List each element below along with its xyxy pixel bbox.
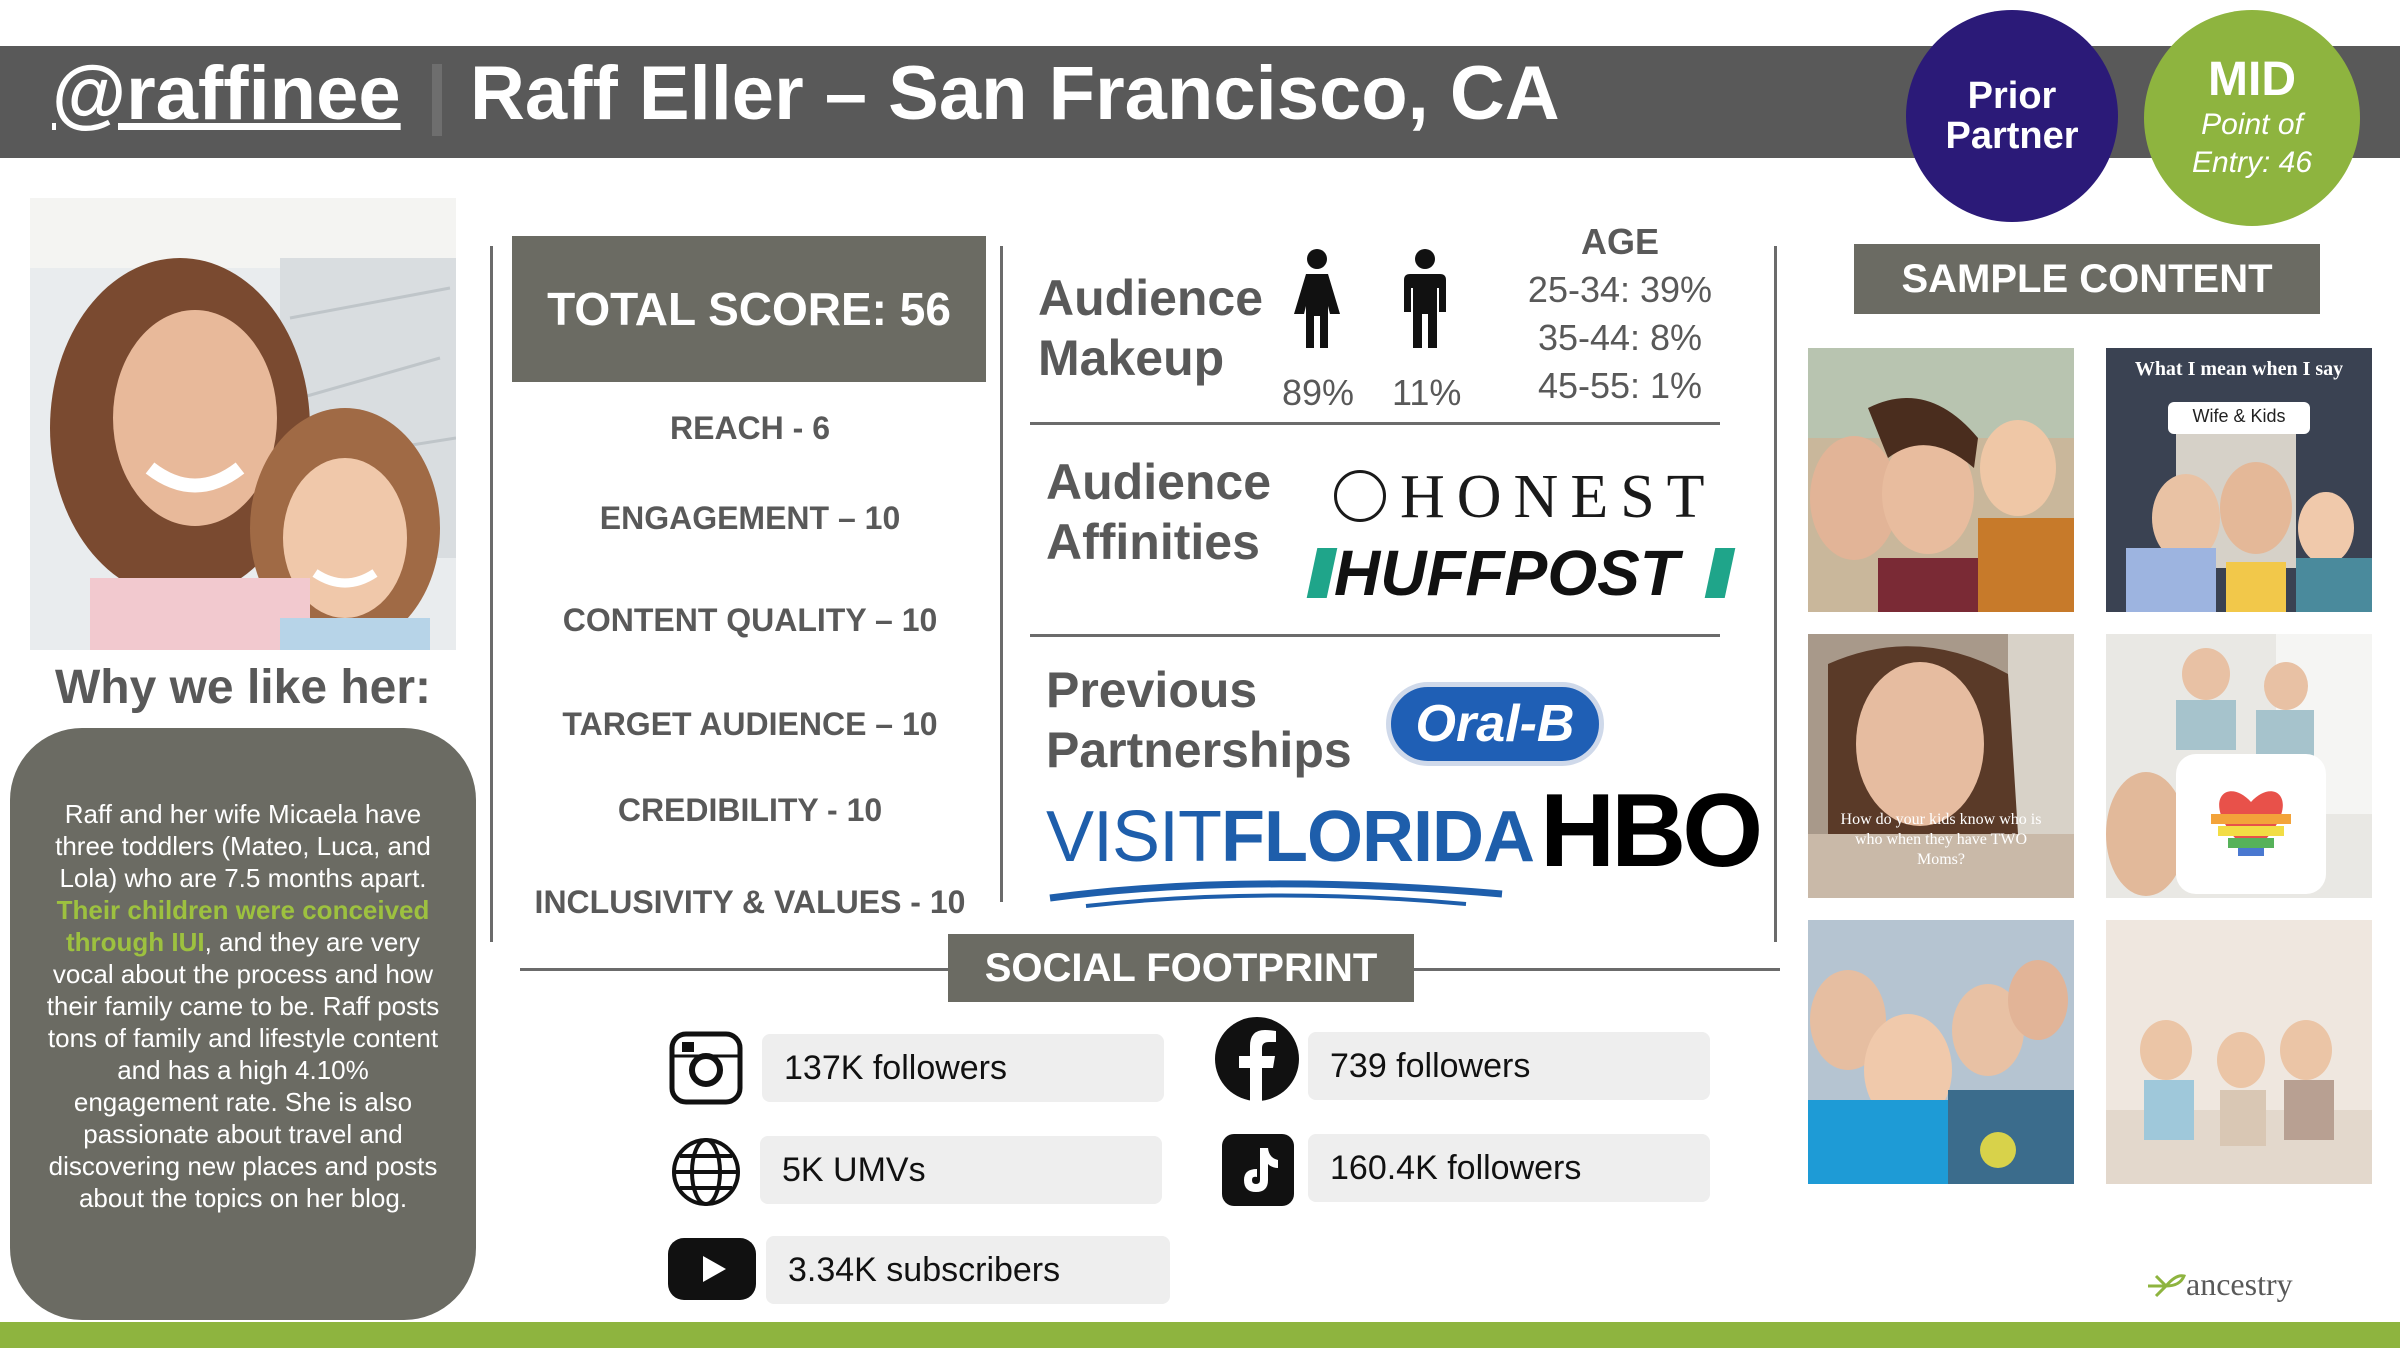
tiktok-icon[interactable] [1222,1134,1294,1206]
facebook-followers: 739 followers [1308,1032,1710,1100]
sample-content-heading: SAMPLE CONTENT [1854,244,2320,314]
age-row-45-55: 45-55: 1% [1537,365,1703,406]
partnerships-line1: Previous [1046,662,1258,718]
audience-makeup-line2: Makeup [1038,330,1225,386]
score-reach: REACH - 6 [669,410,830,446]
youtube-icon[interactable] [668,1238,756,1300]
tier-badge: MID Point of Entry: 46 [2144,10,2360,226]
sample-content-thumb-1[interactable] [1808,348,2074,612]
visit-text: VISIT [1046,797,1222,877]
sample-content-thumb-4[interactable] [2106,634,2372,898]
audience-makeup-line1: Audience [1038,270,1264,326]
sample-content-thumb-6[interactable] [2106,920,2372,1184]
entry-line1: Point of [2201,108,2303,141]
total-score-box: TOTAL SCORE: 56 [512,236,986,382]
why-we-like-her-heading: Why we like her: [54,661,432,714]
visit-florida-logo: VISITFLORIDA [1046,796,1535,878]
ancestry-leaf-icon [2146,1270,2187,1307]
thumb-2-caption: What I mean when I say [2134,358,2344,380]
female-percentage: 89% [1282,372,1355,413]
partnerships-line2: Partnerships [1046,722,1352,778]
oralb-logo: Oral-B [1386,682,1604,766]
score-engagement: ENGAGEMENT – 10 [599,500,901,536]
score-credibility: CREDIBILITY - 10 [617,792,883,828]
florida-text: FLORIDA [1221,797,1535,877]
profile-photo [30,198,456,650]
entry-line2: Entry: 46 [2191,146,2313,179]
sample-content-thumb-5[interactable] [1808,920,2074,1184]
ancestry-logo: ancestry [2186,1266,2293,1302]
female-icon [1290,248,1344,357]
header-divider [432,64,442,136]
affinities-line1: Audience [1046,454,1272,510]
why-highlight: Their children were conceived through IU… [56,895,430,957]
male-icon [1398,248,1452,357]
huffpost-logo: HUFFPOST [1334,537,1679,609]
audience-makeup-label: Audience Makeup [1038,268,1263,388]
middle-right-divider [1774,246,1777,942]
instagram-icon[interactable] [668,1030,744,1106]
previous-partnerships-label: Previous Partnerships [1046,660,1352,780]
tier-label: MID [2208,53,2296,106]
sample-content-thumb-2[interactable]: What I mean when I say Wife & Kids [2106,348,2372,612]
score-left-divider [490,246,493,942]
score-inclusivity-values: INCLUSIVITY & VALUES - 10 [534,884,966,920]
why-text-start: Raff and her wife Micaela have three tod… [55,799,431,893]
globe-icon[interactable] [668,1134,744,1210]
hbo-logo: HBO [1540,773,1763,889]
page-title: Raff Eller – San Francisco, CA [470,51,1560,136]
prior-partner-badge: Prior Partner [1906,10,2118,222]
influencer-handle-link[interactable]: @raffinee [52,51,401,136]
prior-line2: Partner [1945,115,2079,157]
age-row-25-34: 25-34: 39% [1527,269,1713,310]
huffpost-right-bar [1704,548,1736,598]
male-percentage: 11% [1392,372,1462,413]
age-row-35-44: 35-44: 8% [1537,317,1703,358]
thumb-3-caption: How do your kids know who is who when th… [1840,811,2042,868]
huffpost-left-bar [1306,548,1338,598]
sample-content-thumb-3[interactable]: How do your kids know who is who when th… [1808,634,2074,898]
youtube-subscribers: 3.34K subscribers [766,1236,1170,1304]
affinities-line2: Affinities [1046,514,1260,570]
facebook-icon[interactable] [1214,1016,1300,1102]
tiktok-followers: 160.4K followers [1308,1134,1710,1202]
social-footprint-heading: SOCIAL FOOTPRINT [948,934,1414,1002]
why-text-end: , and they are very vocal about the proc… [46,927,440,1213]
visit-florida-swoosh-icon [1046,872,1506,917]
score-content-quality: CONTENT QUALITY – 10 [562,602,938,638]
honest-logo: HONEST [1400,463,1717,531]
affinities-divider [1030,634,1720,637]
score-target-audience: TARGET AUDIENCE – 10 [562,706,938,742]
audience-affinities-label: Audience Affinities [1046,452,1271,572]
instagram-followers: 137K followers [762,1034,1164,1102]
why-we-like-her-description: Raff and her wife Micaela have three tod… [10,728,476,1320]
score-right-divider [1000,246,1003,902]
thumb-2-tag: Wife & Kids [2192,406,2286,426]
audience-divider [1030,422,1720,425]
age-breakdown: AGE 25-34: 39% 35-44: 8% 45-55: 1% [1500,218,1740,410]
honest-seal-icon [1334,470,1386,522]
prior-line1: Prior [1967,75,2057,117]
age-title: AGE [1580,221,1659,262]
footer-accent-bar [0,1322,2400,1348]
website-umvs: 5K UMVs [760,1136,1162,1204]
